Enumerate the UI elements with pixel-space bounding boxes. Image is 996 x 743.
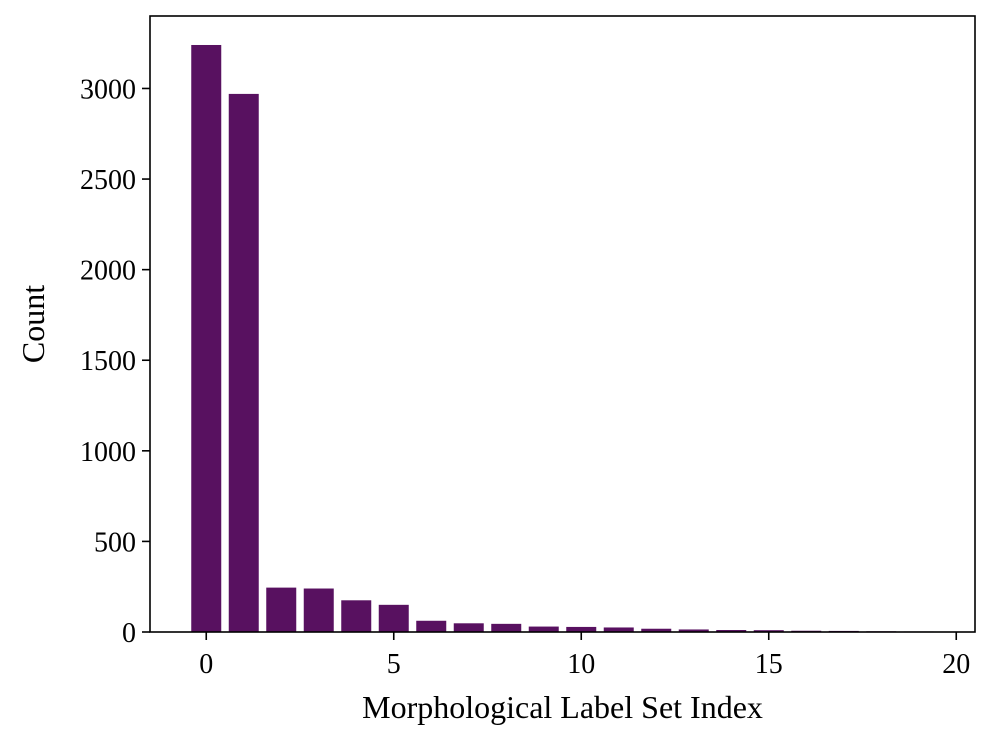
bars-group	[191, 44, 934, 633]
y-tick-label: 500	[94, 527, 136, 558]
x-tick-label: 10	[567, 649, 595, 680]
bar-6	[416, 620, 447, 632]
y-tick-label: 2000	[80, 256, 136, 287]
y-tick-label: 3000	[80, 74, 136, 105]
bar-14	[716, 630, 747, 632]
y-tick-label: 2500	[80, 165, 136, 196]
y-tick-label: 1000	[80, 437, 136, 468]
y-axis-label: Count	[15, 285, 51, 363]
bar-0	[191, 44, 222, 633]
bar-13	[678, 629, 709, 632]
y-axis-ticks: 0 500 1000 1500 2000 2500 3000	[80, 74, 150, 649]
bar-15	[753, 630, 784, 632]
x-axis-label: Morphological Label Set Index	[362, 689, 763, 725]
x-tick-label: 0	[199, 649, 213, 680]
plot-frame	[149, 15, 976, 633]
x-axis-ticks: 0 5 10 15 20	[199, 632, 970, 680]
bar-7	[453, 623, 484, 632]
y-tick-label: 0	[122, 618, 136, 649]
x-tick-label: 15	[755, 649, 783, 680]
bar-11	[603, 627, 634, 632]
bar-4	[341, 600, 372, 632]
bar-8	[491, 623, 522, 632]
bar-2	[266, 587, 297, 632]
bar-9	[528, 626, 559, 632]
bar-5	[378, 604, 409, 632]
bar-1	[228, 93, 259, 632]
y-tick-label: 1500	[80, 346, 136, 377]
bar-10	[566, 626, 597, 632]
x-tick-label: 5	[387, 649, 401, 680]
bar-3	[303, 588, 334, 632]
x-tick-label: 20	[942, 649, 970, 680]
bar-12	[641, 628, 672, 632]
